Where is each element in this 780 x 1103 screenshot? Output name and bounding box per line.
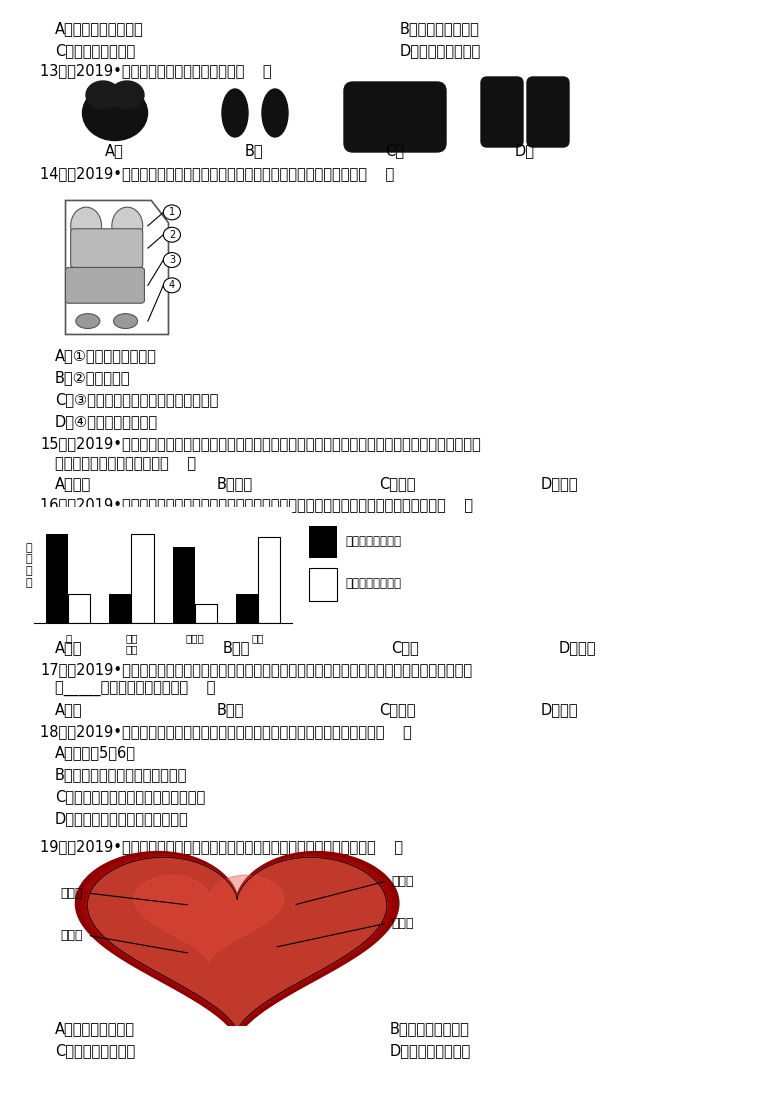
Text: D．气管: D．气管 xyxy=(541,702,579,717)
Text: C．场所: C．场所 xyxy=(379,476,416,491)
Bar xyxy=(172,547,195,623)
Circle shape xyxy=(163,205,180,219)
Polygon shape xyxy=(81,855,393,1036)
FancyBboxPatch shape xyxy=(344,82,446,152)
Polygon shape xyxy=(87,857,387,1031)
Text: A．血液: A．血液 xyxy=(55,476,91,491)
Text: C．食物中的营养物质都在小肠内消化: C．食物中的营养物质都在小肠内消化 xyxy=(55,789,205,804)
Text: B．小肠内表面有皁襄和小肠绒毛: B．小肠内表面有皁襄和小肠绒毛 xyxy=(55,767,187,782)
Text: D．小肠: D．小肠 xyxy=(559,640,597,655)
Bar xyxy=(195,604,217,623)
Text: 16．（2019•百色）如图为进入和离开身体某器官时血液内四种物质的相对含量，该器官可能是（    ）: 16．（2019•百色）如图为进入和离开身体某器官时血液内四种物质的相对含量，该… xyxy=(40,497,473,512)
Text: 3: 3 xyxy=(168,255,175,265)
Text: B．喉: B．喉 xyxy=(217,702,244,717)
Text: 14．（2019•百色）如图所示，下列有关人体器官与功能的叙述不正确的是（    ）: 14．（2019•百色）如图所示，下列有关人体器官与功能的叙述不正确的是（ ） xyxy=(40,165,394,181)
Text: 左心室: 左心室 xyxy=(392,917,414,930)
Bar xyxy=(68,593,90,623)
Text: B．左心房、左心室: B．左心房、左心室 xyxy=(390,1021,470,1036)
Bar xyxy=(109,593,131,623)
Text: D．自来水冲洗即可: D．自来水冲洗即可 xyxy=(400,43,481,58)
Text: 19．（2019•玉林）如图是心脏结构简图，在心脏的四个腔中，流动脉血的是（    ）: 19．（2019•玉林）如图是心脏结构简图，在心脏的四个腔中，流动脉血的是（ ） xyxy=(40,839,403,854)
Ellipse shape xyxy=(112,207,143,245)
Text: 右心室: 右心室 xyxy=(60,929,83,942)
Ellipse shape xyxy=(76,313,100,329)
Ellipse shape xyxy=(222,89,248,137)
Text: A．: A． xyxy=(105,143,124,158)
Ellipse shape xyxy=(86,81,120,109)
Text: D．动力: D．动力 xyxy=(541,476,579,491)
Text: D．左心室、右心室: D．左心室、右心室 xyxy=(390,1043,471,1058)
Text: C．肆: C．肆 xyxy=(391,640,419,655)
Polygon shape xyxy=(134,875,284,963)
FancyBboxPatch shape xyxy=(71,228,143,268)
FancyBboxPatch shape xyxy=(481,77,523,147)
Text: A．肺: A．肺 xyxy=(55,640,83,655)
Text: A．小肠长5～6米: A．小肠长5～6米 xyxy=(55,745,136,760)
Text: 离开该器官的血液: 离开该器官的血液 xyxy=(346,577,402,590)
Text: D．小肠中有肠腺，有多种消化液: D．小肠中有肠腺，有多种消化液 xyxy=(55,811,189,826)
Bar xyxy=(46,534,68,623)
Text: 左心房: 左心房 xyxy=(392,875,414,888)
Circle shape xyxy=(163,278,180,292)
Text: B．养料: B．养料 xyxy=(217,476,254,491)
Ellipse shape xyxy=(71,207,101,245)
Text: 右心房: 右心房 xyxy=(60,887,83,900)
Ellipse shape xyxy=(262,89,288,137)
Bar xyxy=(236,593,258,623)
Text: A．放任不理继续运动: A．放任不理继续运动 xyxy=(55,21,144,36)
Text: A．肺: A．肺 xyxy=(55,702,83,717)
Circle shape xyxy=(163,227,180,243)
Text: B．用绹带压迫止血: B．用绹带压迫止血 xyxy=(400,21,480,36)
Text: 4: 4 xyxy=(168,280,175,290)
FancyBboxPatch shape xyxy=(527,77,569,147)
Circle shape xyxy=(163,253,180,268)
Text: C．③是营养物质消化和吸收的主要场所: C．③是营养物质消化和吸收的主要场所 xyxy=(55,392,218,407)
Text: C．左心房、右心房: C．左心房、右心房 xyxy=(55,1043,135,1058)
Text: 15．（2019•百色）心脏不停地有节律地收缩和舒张，推动着血液在心脏和血管中循环流动。心脏的主要功: 15．（2019•百色）心脏不停地有节律地收缩和舒张，推动着血液在心脏和血管中循… xyxy=(40,436,480,451)
Text: B．脑: B．脑 xyxy=(223,640,250,655)
Text: C．食道: C．食道 xyxy=(379,702,416,717)
Ellipse shape xyxy=(110,81,144,109)
Text: B．②可分泌胆汁: B．②可分泌胆汁 xyxy=(55,370,130,385)
Bar xyxy=(309,568,337,600)
Text: 入_____，而引起剧烈咋囄。（    ）: 入_____，而引起剧烈咋囄。（ ） xyxy=(55,682,215,697)
Text: 进入该器官的血液: 进入该器官的血液 xyxy=(346,535,402,548)
Y-axis label: 相
对
含
量: 相 对 含 量 xyxy=(26,543,32,588)
Bar xyxy=(309,525,337,558)
Text: D．④是形成尿液的场所: D．④是形成尿液的场所 xyxy=(55,414,158,429)
Text: A．右心房、右心室: A．右心房、右心室 xyxy=(55,1021,135,1036)
Text: A．①是气体交换的场所: A．①是气体交换的场所 xyxy=(55,349,157,363)
Text: 能是为人体的血液循环提供（    ）: 能是为人体的血液循环提供（ ） xyxy=(55,456,196,471)
Text: D．: D． xyxy=(515,143,535,158)
Text: C．: C． xyxy=(385,143,404,158)
Text: 1: 1 xyxy=(168,207,175,217)
Text: B．: B． xyxy=(245,143,264,158)
Bar xyxy=(131,534,154,623)
Text: 13．（2019•柳州）人体形成尿液的器官是（    ）: 13．（2019•柳州）人体形成尿液的器官是（ ） xyxy=(40,63,271,78)
Ellipse shape xyxy=(83,86,147,140)
Ellipse shape xyxy=(114,313,137,329)
Bar xyxy=(258,537,280,623)
FancyBboxPatch shape xyxy=(66,268,144,303)
Text: 17．（2019•玉林）「食不言寝不语」，说的是我们吃饭时不要大声说笑。其科学道理是食物容易由咍误: 17．（2019•玉林）「食不言寝不语」，说的是我们吃饭时不要大声说笑。其科学道… xyxy=(40,662,472,677)
Text: 2: 2 xyxy=(168,229,175,239)
Polygon shape xyxy=(76,852,399,1040)
Text: 18．（2019•玉林）下列哪项不是人体小肠结构与消化或吸收功能相适应的特点（    ）: 18．（2019•玉林）下列哪项不是人体小肠结构与消化或吸收功能相适应的特点（ … xyxy=(40,724,412,739)
Text: C．用唤液涂抖伤口: C．用唤液涂抖伤口 xyxy=(55,43,135,58)
